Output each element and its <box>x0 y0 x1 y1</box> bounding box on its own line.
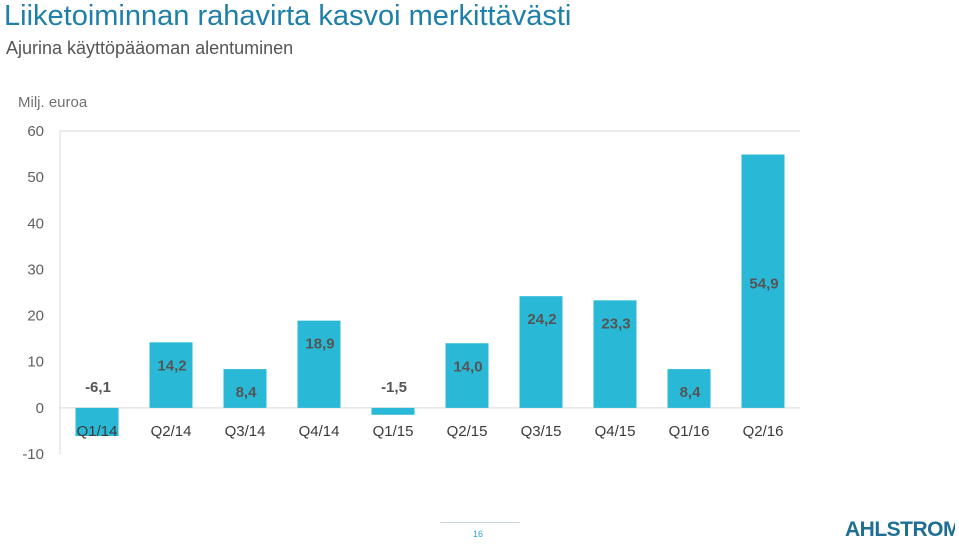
svg-text:AHLSTROM: AHLSTROM <box>845 518 955 539</box>
bar-q3-15 <box>519 296 563 408</box>
x-tick-label: Q3/14 <box>225 423 266 440</box>
page-title: Liiketoiminnan rahavirta kasvoi merkittä… <box>4 0 572 32</box>
y-tick-label: 60 <box>27 123 44 140</box>
data-label: 8,4 <box>680 384 702 401</box>
data-label: 54,9 <box>749 276 778 293</box>
chart-bars <box>75 154 785 437</box>
x-tick-label: Q2/16 <box>743 423 784 440</box>
y-tick-label: 10 <box>27 354 44 371</box>
bar-q4-14 <box>297 320 341 408</box>
y-tick-label: 50 <box>27 169 44 186</box>
data-label: -6,1 <box>85 379 111 396</box>
y-tick-label: -10 <box>22 446 44 463</box>
data-label: -1,5 <box>381 379 407 396</box>
y-tick-label: 20 <box>27 308 44 325</box>
chart-labels: Q1/14 -6,1 Q2/14 14,2 Q3/14 8,4 Q4/14 18,9 Q1/15… <box>77 276 784 440</box>
bar-q3-14 <box>223 369 267 408</box>
x-tick-label: Q2/15 <box>447 423 488 440</box>
data-label: 8,4 <box>236 384 258 401</box>
data-label: 24,2 <box>527 311 556 328</box>
x-tick-label: Q1/14 <box>77 423 118 440</box>
bar-q1-15 <box>371 407 415 415</box>
bar-q4-15 <box>593 300 637 408</box>
bar-q2-16 <box>741 154 785 408</box>
page-number: 16 <box>473 529 484 539</box>
y-tick-label: 0 <box>36 400 44 417</box>
x-tick-label: Q2/14 <box>151 423 192 440</box>
x-tick-label: Q4/15 <box>595 423 636 440</box>
x-tick-label: Q3/15 <box>521 423 562 440</box>
bar-chart: Milj. euroa -10 0 10 20 30 40 50 60 Q1/14 -6,1 Q2… <box>18 94 800 463</box>
ahlstrom-logo: AHLSTROM <box>845 517 959 541</box>
page-number-box: 16 <box>440 522 520 543</box>
y-tick-label: 40 <box>27 215 44 232</box>
x-tick-label: Q4/14 <box>299 423 340 440</box>
data-label: 23,3 <box>601 315 630 332</box>
x-tick-label: Q1/16 <box>669 423 710 440</box>
bar-q1-16 <box>667 369 711 408</box>
data-label: 18,9 <box>305 336 334 353</box>
y-tick-label: 30 <box>27 261 44 278</box>
bar-q2-15 <box>445 343 489 408</box>
page-subtitle: Ajurina käyttöpääoman alentuminen <box>6 38 294 58</box>
bar-q2-14 <box>149 342 193 408</box>
bar-q1-14 <box>75 407 119 437</box>
data-label: 14,0 <box>453 358 482 375</box>
data-label: 14,2 <box>157 357 186 374</box>
chart-axes: -10 0 10 20 30 40 50 60 <box>22 123 800 463</box>
x-tick-label: Q1/15 <box>373 423 414 440</box>
y-axis-label: Milj. euroa <box>18 94 88 111</box>
